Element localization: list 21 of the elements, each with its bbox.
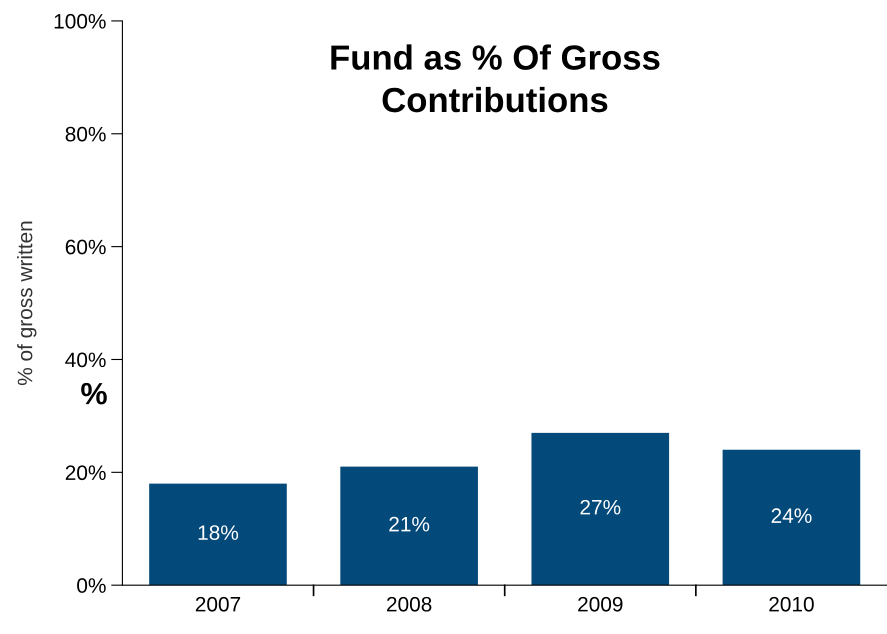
y-tick-label: 40% xyxy=(65,352,106,368)
bar xyxy=(149,484,287,586)
data-label: 18% xyxy=(198,525,238,540)
y-tick-label: 100% xyxy=(54,14,106,29)
x-tick-label: 2008 xyxy=(387,596,432,612)
text: % xyxy=(81,382,107,404)
y-tick-label: 20% xyxy=(66,465,106,480)
data-label: 21% xyxy=(389,516,430,532)
x-tick-label: 2009 xyxy=(578,596,622,612)
bar xyxy=(340,466,478,586)
y-axis-title: % of gross written xyxy=(17,222,36,386)
y-tick-label: 0% xyxy=(77,578,106,593)
bar xyxy=(722,450,860,586)
bar xyxy=(531,432,670,586)
x-tick-label: 2010 xyxy=(769,596,814,612)
x-tick-label: 2007 xyxy=(196,596,240,612)
text: Fund as % Of Gross Contributions xyxy=(331,44,660,112)
data-label: 24% xyxy=(772,508,812,523)
y-tick-label: 60% xyxy=(66,240,106,254)
y-tick-label: 80% xyxy=(66,126,106,142)
data-label: 27% xyxy=(580,500,620,515)
